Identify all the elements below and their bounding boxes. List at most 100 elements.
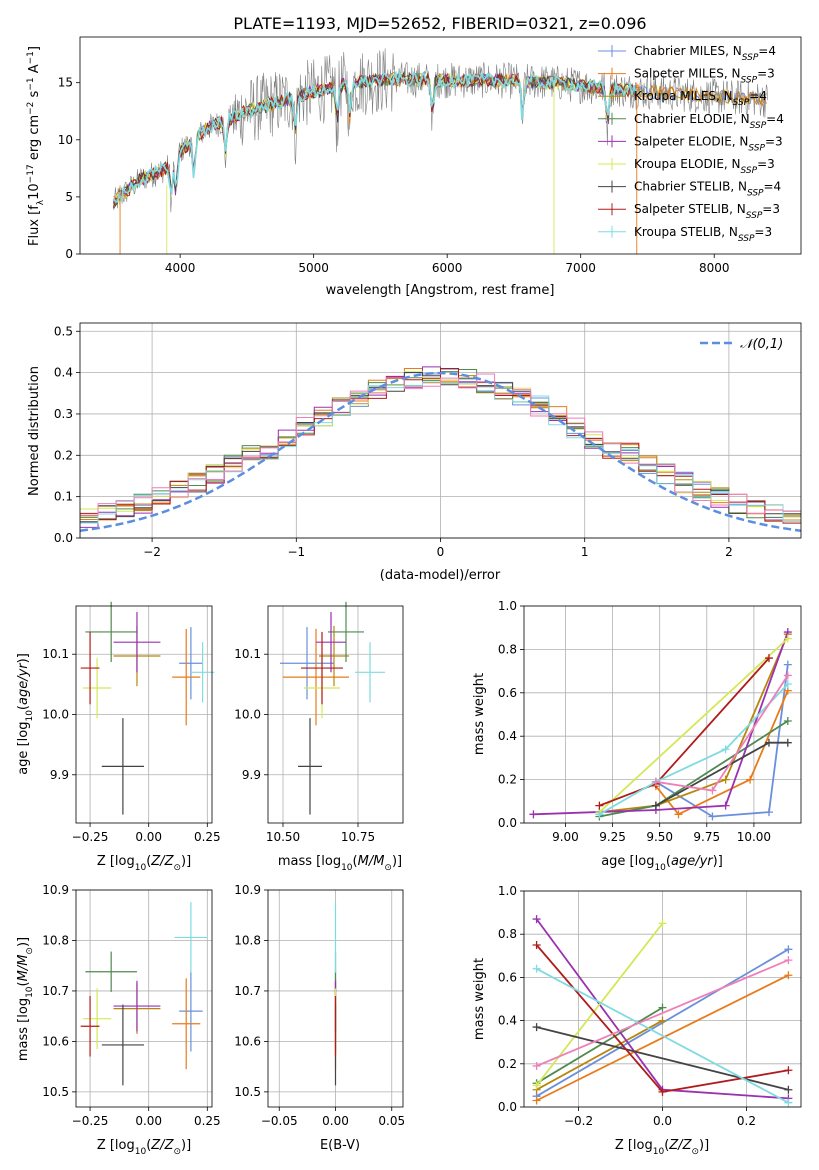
weight-series-4 <box>536 1006 663 1084</box>
y-tick-label: 1.0 <box>498 599 517 613</box>
y-tick-label: 0.8 <box>498 642 517 656</box>
legend-label: 𝒩(0,1) <box>740 337 783 352</box>
x-tick-label: −0.25 <box>72 830 109 844</box>
weight-point-marker <box>708 812 717 821</box>
y-tick-label: 10.8 <box>42 933 69 947</box>
y-tick-label: 0.0 <box>498 816 517 830</box>
weight-point-marker <box>651 777 660 786</box>
y-tick-label: 0.8 <box>498 927 517 941</box>
y-axis-label: mass weight <box>472 673 487 755</box>
x-tick-label: 0.05 <box>378 1114 405 1128</box>
mass-vs-metallicity-panel: −0.25 0.00 0.25 10.5 10.6 10.7 10.8 10.9 Z [log1… <box>16 883 221 1157</box>
y-tick-label: 0.2 <box>54 448 73 462</box>
weight-point-marker <box>784 956 793 965</box>
weight-point-marker <box>783 671 792 680</box>
y-tick-label: 9.9 <box>242 768 261 782</box>
residual-histogram-panel: −2 −1 0 1 2 0.0 0.1 0.2 0.3 0.4 0.5 𝒩(0,1) (data-mod… <box>27 322 802 583</box>
x-tick-label: 0.25 <box>194 1114 221 1128</box>
y-tick-label: 10.8 <box>234 933 261 947</box>
y-axis-label: age [log10(age/yr)] <box>16 653 35 775</box>
x-tick-label: 0.00 <box>135 830 162 844</box>
axes-frame <box>75 605 213 824</box>
x-axis-label: E(B-V) <box>320 1138 360 1153</box>
weight-point-marker <box>783 738 792 747</box>
weight-point-marker <box>721 801 730 810</box>
legend-label: Chabrier MILES, NSSP=4 <box>634 44 776 63</box>
x-tick-label: 6000 <box>432 261 463 275</box>
weight-series-2 <box>655 690 789 816</box>
mass-vs-ebv-panel: −0.05 0.00 0.05 10.5 10.6 10.7 10.8 10.9 E(B-V) <box>234 883 405 1153</box>
spectrum-panel: 4000 5000 6000 7000 8000 0 5 10 15 Chabrier MILES… <box>26 36 802 298</box>
weight-series-6 <box>535 922 664 1086</box>
weight-series-1 <box>655 664 789 818</box>
x-tick-label: 5000 <box>298 261 329 275</box>
x-axis-label: mass [log10(M/M⊙)] <box>278 854 402 873</box>
figure-title: PLATE=1193, MJD=52652, FIBERID=0321, z=0… <box>233 14 646 33</box>
x-tick-label: −2 <box>143 545 161 559</box>
legend-label: Salpeter STELIB, NSSP=3 <box>634 202 780 221</box>
x-tick-label: −1 <box>287 545 305 559</box>
x-tick-label: 0.00 <box>135 1114 162 1128</box>
weight-point-marker <box>784 1066 793 1075</box>
y-tick-label: 10.9 <box>42 883 69 897</box>
weight-point-marker <box>658 1016 667 1025</box>
y-tick-label: 1.0 <box>498 884 517 898</box>
model-spectrum-5 <box>113 72 637 203</box>
y-tick-label: 10.1 <box>234 647 261 661</box>
weight-series-6 <box>598 637 789 813</box>
weight-series-10 <box>536 959 789 1067</box>
legend-label: Kroupa MILES, NSSP=4 <box>634 89 767 108</box>
y-axis-label: Normed distribution <box>27 366 42 496</box>
x-tick-label: 2 <box>725 545 733 559</box>
weight-point-marker <box>529 810 538 819</box>
x-tick-label: 0.25 <box>194 830 221 844</box>
weight-point-marker <box>746 775 755 784</box>
x-tick-label: 0.2 <box>737 1114 756 1128</box>
x-tick-label: −0.05 <box>261 1114 298 1128</box>
weight-point-marker <box>595 801 604 810</box>
y-axis-label: mass [log10(M/M⊙)] <box>16 937 35 1061</box>
y-tick-label: 10.1 <box>42 647 69 661</box>
x-axis-label: (data-model)/error <box>380 568 501 583</box>
x-axis-label: wavelength [Angstrom, rest frame] <box>326 283 555 298</box>
x-tick-label: 4000 <box>165 261 196 275</box>
weight-point-marker <box>784 971 793 980</box>
x-tick-label: 7000 <box>565 261 596 275</box>
weight-point-marker <box>658 1003 667 1012</box>
weight-point-marker <box>783 660 792 669</box>
weight-point-marker <box>708 786 717 795</box>
axes-frame <box>523 605 802 824</box>
weight-point-marker <box>532 964 541 973</box>
weight-point-marker <box>783 634 792 643</box>
y-tick-label: 15 <box>58 76 73 90</box>
x-tick-label: 0.00 <box>322 1114 349 1128</box>
weight-point-marker <box>784 945 793 954</box>
y-tick-label: 10 <box>58 133 73 147</box>
y-axis-label: mass weight <box>472 958 487 1040</box>
weight-point-marker <box>532 1061 541 1070</box>
y-tick-label: 10.5 <box>234 1085 261 1099</box>
x-tick-label: 0.0 <box>653 1114 672 1128</box>
legend-label: Salpeter ELODIE, NSSP=3 <box>634 134 783 153</box>
x-tick-label: 10.75 <box>341 830 375 844</box>
weight-point-marker <box>764 808 773 817</box>
weight-point-marker <box>721 775 730 784</box>
weight-series-7 <box>536 1026 789 1091</box>
y-tick-label: 0.4 <box>498 729 517 743</box>
weight-series-3 <box>536 1019 663 1091</box>
y-tick-label: 0.6 <box>498 970 517 984</box>
weight-point-marker <box>674 810 683 819</box>
y-tick-label: 10.6 <box>234 1034 261 1048</box>
axes-frame <box>79 322 802 539</box>
age-vs-mass-panel: 10.50 10.75 9.9 10.0 10.1 mass [log10(M/M⊙)] <box>234 601 404 873</box>
mass-weight-vs-age-panel: 9.00 9.25 9.50 9.75 10.00 0.0 0.2 0.4 0.6 0.8 1.0 a… <box>472 599 802 873</box>
y-tick-label: 10.6 <box>42 1034 69 1048</box>
axes-frame <box>267 889 404 1108</box>
weight-point-marker <box>532 1081 541 1090</box>
weight-series-5 <box>533 631 789 816</box>
weight-point-marker <box>651 801 660 810</box>
weight-series-3 <box>599 633 789 813</box>
weight-point-marker <box>764 738 773 747</box>
axes-frame <box>79 36 802 255</box>
